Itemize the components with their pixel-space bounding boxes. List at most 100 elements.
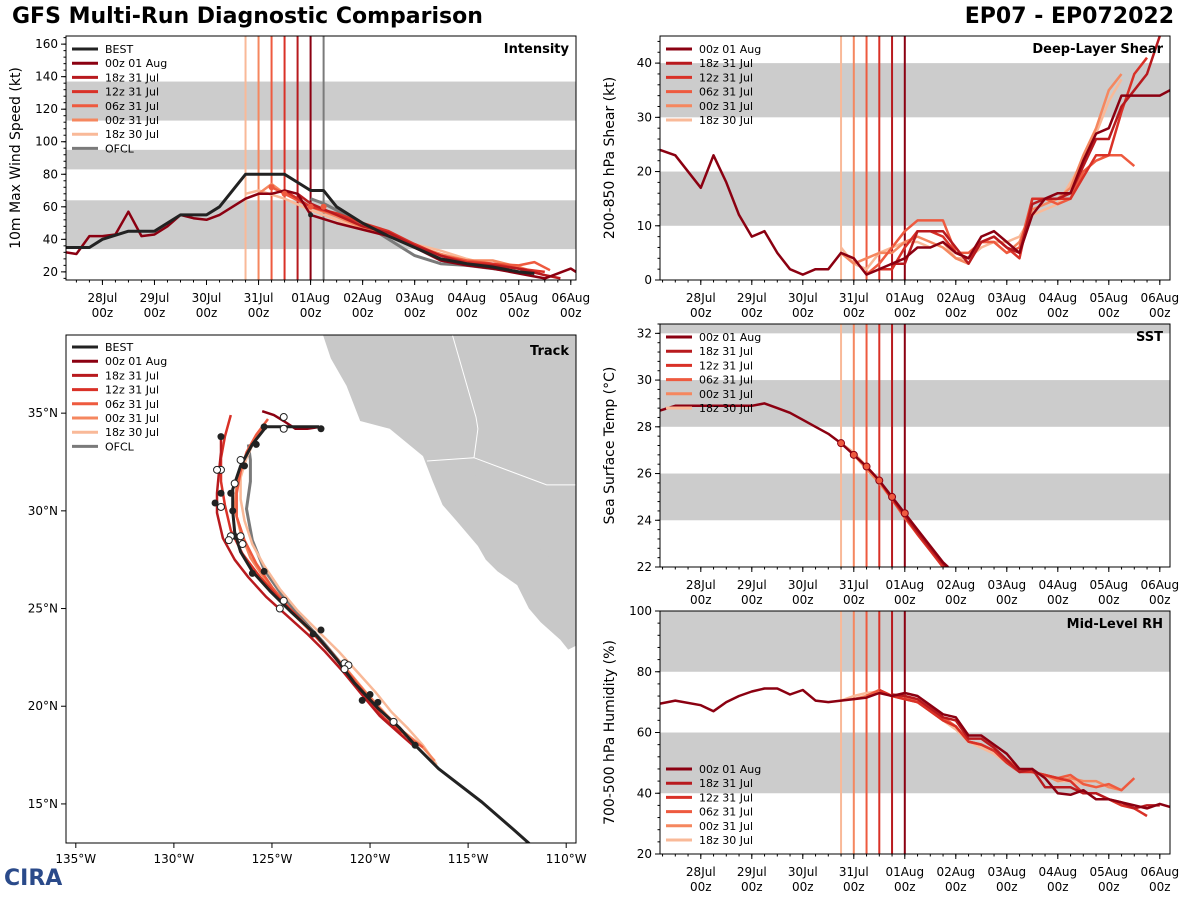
intensity-legend-label: BEST [105, 43, 133, 56]
intensity-band [66, 149, 576, 170]
shear-xtick-label: 05Aug [1089, 291, 1128, 305]
track-ytick-label: 15°N [28, 797, 58, 811]
track-best-marker [411, 741, 419, 749]
shear-title: Deep-Layer Shear [1032, 42, 1163, 57]
intensity-marker [320, 203, 327, 210]
intensity-xtick-label: 28Jul [88, 291, 118, 305]
sst-marker [900, 509, 909, 518]
rh-ytick-label: 20 [637, 847, 652, 861]
rh-band [660, 732, 1170, 794]
rh-xtick-label: 28Jul [686, 865, 716, 879]
track-land [474, 473, 576, 627]
rh-xtick-label: 00z [1098, 880, 1120, 894]
sst-xtick-label: 01Aug [885, 578, 924, 592]
intensity-legend-label: 12z 31 Jul [105, 86, 159, 99]
track-series-r18z31jul [215, 436, 417, 749]
sst-xtick-label: 04Aug [1038, 578, 1077, 592]
track-ytick-label: 35°N [28, 406, 58, 420]
track-legend-label: 18z 31 Jul [105, 369, 159, 382]
track-best-marker [227, 489, 235, 497]
rh-xtick-label: 03Aug [987, 865, 1026, 879]
shear-legend-label: 18z 30 Jul [699, 114, 753, 127]
sst-marker [849, 450, 858, 459]
rh-xtick-label: 00z [741, 880, 763, 894]
track-ofcl-marker [213, 465, 222, 474]
shear-ytick-label: 40 [637, 56, 652, 70]
sst-marker [837, 439, 846, 448]
track-xtick-label: 120°W [350, 852, 391, 866]
rh-legend-label: 06z 31 Jul [699, 806, 753, 819]
intensity-xtick-label: 00z [508, 306, 530, 320]
track-ofcl-marker [230, 479, 239, 488]
rh-xtick-label: 30Jul [788, 865, 818, 879]
sst-xtick-label: 00z [1098, 593, 1120, 607]
track-xtick-label: 110°W [546, 852, 587, 866]
shear-xtick-label: 04Aug [1038, 291, 1077, 305]
intensity-xtick-label: 00z [456, 306, 478, 320]
shear-xtick-label: 00z [1047, 306, 1069, 320]
sst-xtick-label: 00z [945, 593, 967, 607]
track-best-marker [211, 499, 219, 507]
intensity-ytick-label: 60 [43, 200, 58, 214]
shear-xtick-label: 01Aug [885, 291, 924, 305]
rh-title: Mid-Level RH [1067, 617, 1163, 632]
intensity-xtick-label: 00z [144, 306, 166, 320]
sst-xtick-label: 31Jul [839, 578, 869, 592]
rh-xtick-label: 00z [843, 880, 865, 894]
shear-band [660, 171, 1170, 226]
sst-ytick-label: 28 [637, 420, 652, 434]
intensity-ytick-label: 40 [43, 232, 58, 246]
cira-logo: CIRA [4, 866, 62, 891]
intensity-xtick-label: 00z [560, 306, 582, 320]
sst-ytick-label: 26 [637, 467, 652, 481]
sst-band [660, 380, 1170, 427]
chart-shear: 01020304028Jul00z29Jul00z30Jul00z31Jul00… [602, 35, 1179, 320]
rh-legend-label: 18z 30 Jul [699, 834, 753, 847]
shear-legend-label: 18z 31 Jul [699, 57, 753, 70]
track-series-r00z01aug [261, 410, 322, 431]
rh-ytick-label: 40 [637, 786, 652, 800]
sst-ylabel: Sea Surface Temp (°C) [602, 367, 618, 525]
track-frame [65, 334, 577, 844]
chart-sst: 22242628303228Jul00z29Jul00z30Jul00z31Ju… [602, 323, 1179, 607]
shear-ylabel: 200-850 hPa Shear (kt) [602, 77, 618, 239]
track-ytick-label: 25°N [28, 602, 58, 616]
track-best-marker [260, 423, 268, 431]
track-best-marker [309, 630, 317, 638]
track-best-marker [358, 696, 366, 704]
intensity-legend-label: 18z 31 Jul [105, 71, 159, 84]
rh-legend-label: 12z 31 Jul [699, 791, 753, 804]
rh-xtick-label: 00z [690, 880, 712, 894]
rh-legend-label: 00z 01 Aug [699, 763, 761, 776]
shear-xtick-label: 00z [690, 306, 712, 320]
intensity-ytick-label: 100 [35, 135, 58, 149]
shear-xtick-label: 00z [843, 306, 865, 320]
intensity-xtick-label: 00z [196, 306, 218, 320]
track-land [323, 335, 576, 650]
sst-xtick-label: 00z [792, 593, 814, 607]
sst-ytick-label: 24 [637, 513, 652, 527]
intensity-xtick-label: 04Aug [447, 291, 486, 305]
track-best-marker [317, 626, 325, 634]
track-best-marker [366, 691, 374, 699]
intensity-legend-label: 06z 31 Jul [105, 100, 159, 113]
shear-series-r00z01aug [660, 89, 1170, 276]
track-ytick-label: 30°N [28, 504, 58, 518]
shear-xtick-label: 00z [1149, 306, 1171, 320]
rh-xtick-label: 00z [1149, 880, 1171, 894]
cira-logo-text: CIRA [4, 866, 63, 891]
page-title: GFS Multi-Run Diagnostic Comparison [12, 4, 483, 29]
track-ofcl-marker [279, 413, 288, 422]
track-ofcl-marker [236, 456, 245, 465]
sst-plot-area [660, 324, 1170, 567]
chart-rh: 2040608010028Jul00z29Jul00z30Jul00z31Jul… [602, 604, 1179, 894]
sst-xtick-label: 00z [894, 593, 916, 607]
shear-xtick-label: 00z [996, 306, 1018, 320]
track-legend-label: 00z 31 Jul [105, 412, 159, 425]
chart-intensity: 2040608010012014016028Jul00z29Jul00z30Ju… [8, 35, 590, 320]
intensity-marker [281, 190, 288, 197]
track-best-marker [317, 425, 325, 433]
shear-legend-label: 00z 01 Aug [699, 43, 761, 56]
intensity-marker [307, 203, 314, 210]
